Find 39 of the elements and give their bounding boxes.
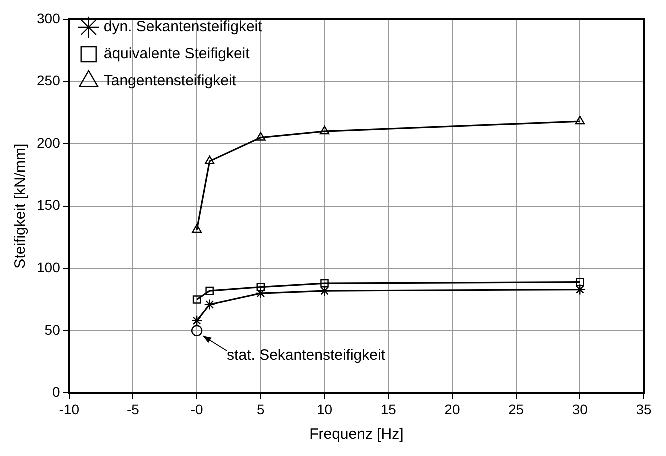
x-tick-label: 20 [444,401,460,418]
point [256,283,266,292]
point [574,284,586,296]
point [320,126,330,135]
y-tick-label: 250 [37,72,61,89]
point [255,288,267,300]
x-tick-label: -0 [190,401,204,418]
x-tick-label: -5 [126,401,140,418]
legend-label: äquivalente Steifigkeit [104,46,251,63]
annotation: stat. Sekantensteifigkeit [227,347,386,364]
y-tick-label: 0 [52,384,61,400]
legend-label: Tangentensteifigkeit [104,72,238,90]
x-tick-label: 30 [572,401,588,418]
x-axis-title: Frequenz [Hz] [310,426,404,444]
point [256,132,266,141]
point [192,296,202,304]
x-tick-label: 25 [508,401,524,418]
legend-label: dyn. Sekantensteifigkeit [104,18,264,36]
y-tick-label: 300 [37,10,61,26]
point [576,278,584,286]
x-tick-label: 10 [316,401,333,418]
point [191,325,203,336]
y-tick-label: 150 [37,197,61,214]
y-tick-label: 50 [44,322,61,338]
x-tick-label: 5 [257,401,266,418]
point [191,315,203,327]
point [319,285,330,297]
point [575,116,586,125]
y-tick-label: 100 [37,259,61,276]
point [204,156,215,165]
point [192,224,202,234]
x-tick-label: 35 [636,401,652,418]
point [206,286,214,296]
point [320,279,329,288]
y-tick-label: 200 [37,134,61,151]
point [204,299,216,310]
x-tick-label: 15 [380,401,397,418]
x-tick-label: -10 [59,401,80,418]
y-axis-title: Steifigkeit [kN/mm] [12,144,30,269]
